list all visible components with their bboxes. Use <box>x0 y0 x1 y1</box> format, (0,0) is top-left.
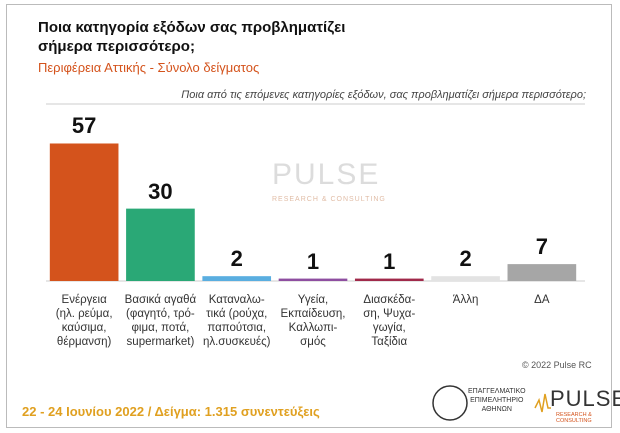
bar <box>507 264 577 281</box>
x-tick-label: Βασικά αγαθά (φαγητό, τρό- φιμα, ποτά, s… <box>124 294 197 348</box>
value-label: 57 <box>71 113 97 139</box>
x-tick-label: Υγεία, Εκπαίδευση, Καλλωπι- σμός <box>280 294 346 348</box>
bar <box>354 278 424 281</box>
x-tick-label: ΔΑ <box>534 294 550 306</box>
pulse-logo-tagline: RESEARCH & CONSULTING <box>556 412 592 424</box>
chamber-logo-text: ΕΠΑΓΓΕΛΜΑΤΙΚΟ ΕΠΙΜΕΛΗΤΗΡΙΟ ΑΘΗΝΩΝ <box>468 388 526 413</box>
question: Ποια από τις επόμενες κατηγορίες εξόδων,… <box>181 89 586 101</box>
x-tick-label: Άλλη <box>452 294 479 306</box>
bar <box>49 143 119 281</box>
chart-title: Ποια κατηγορία εξόδων σας προβληματίζει … <box>38 19 346 55</box>
frame <box>6 4 612 428</box>
bar <box>126 208 195 281</box>
x-tick-label: Διασκέδα- ση, Ψυχα- γωγία, Ταξίδια <box>363 294 416 348</box>
x-tick-label: Καταναλω- τικά (ρούχα, παπούτσια, ηλ.συσ… <box>202 294 271 348</box>
bar <box>202 276 272 281</box>
value-label: 2 <box>459 246 472 272</box>
pulse-icon <box>534 393 551 413</box>
x-tick-label: Ενέργεια (ηλ. ρεύμα, καύσιμα, θέρμανση) <box>55 294 113 348</box>
pulse-logo: PULSE <box>550 386 620 411</box>
value-label: 1 <box>383 248 396 274</box>
chamber-emblem <box>432 385 468 421</box>
chart-subtitle: Περιφέρεια Αττικής - Σύνολο δείγματος <box>38 60 260 75</box>
value-label: 30 <box>148 178 173 204</box>
watermark: PULSE <box>272 158 381 191</box>
watermark-tagline: RESEARCH & CONSULTING <box>272 196 386 203</box>
bar <box>431 276 500 281</box>
value-label: 2 <box>230 246 243 272</box>
value-label: 7 <box>535 234 548 260</box>
copyright: © 2022 Pulse RC <box>522 360 592 370</box>
bar <box>278 278 348 281</box>
footer: 22 - 24 Ιουνίου 2022 / Δείγμα: 1.315 συν… <box>22 404 320 419</box>
value-label: 1 <box>306 248 320 274</box>
